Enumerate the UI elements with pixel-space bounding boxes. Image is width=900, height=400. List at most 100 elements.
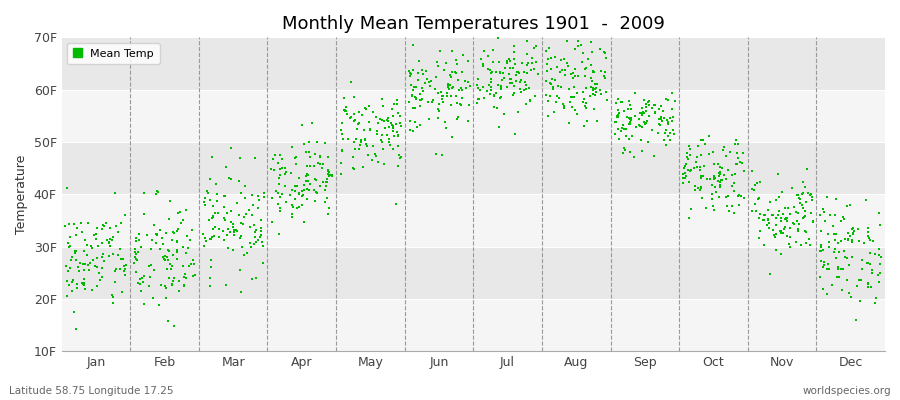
Point — [136, 279, 150, 285]
Bar — [61, 194, 885, 246]
Point — [148, 191, 163, 197]
Point — [459, 84, 473, 91]
Point — [566, 75, 580, 81]
Point — [62, 281, 77, 288]
Point — [89, 282, 104, 289]
Point — [714, 177, 728, 184]
Point — [253, 234, 267, 240]
Point — [271, 201, 285, 207]
Point — [428, 86, 442, 93]
Point — [273, 205, 287, 211]
Point — [320, 154, 335, 160]
Point — [837, 216, 851, 223]
Point — [565, 94, 580, 100]
Point — [545, 84, 560, 90]
Point — [230, 227, 244, 234]
Point — [774, 188, 788, 195]
Point — [167, 230, 182, 236]
Point — [752, 194, 766, 201]
Point — [831, 266, 845, 272]
Point — [408, 118, 422, 125]
Point — [149, 230, 164, 237]
Point — [165, 263, 179, 269]
Point — [88, 263, 103, 269]
Point — [773, 218, 788, 224]
Point — [390, 128, 404, 135]
Point — [310, 160, 325, 167]
Point — [233, 155, 248, 162]
Point — [297, 140, 311, 147]
Point — [859, 197, 873, 203]
Point — [816, 261, 831, 268]
Point — [207, 233, 221, 239]
Point — [105, 250, 120, 257]
Point — [445, 48, 459, 54]
Point — [211, 191, 225, 197]
Point — [212, 234, 226, 241]
Point — [770, 215, 784, 222]
Point — [796, 213, 811, 220]
Point — [217, 203, 231, 210]
Point — [384, 106, 399, 112]
Point — [582, 93, 597, 99]
Point — [712, 170, 726, 176]
Point — [525, 60, 539, 66]
Point — [287, 187, 302, 194]
Point — [713, 164, 727, 170]
Point — [635, 112, 650, 118]
Point — [544, 55, 558, 61]
Point — [391, 162, 405, 169]
Point — [279, 198, 293, 205]
Point — [640, 117, 654, 124]
Point — [635, 105, 650, 111]
Point — [170, 239, 184, 246]
Point — [130, 280, 145, 287]
Point — [172, 288, 186, 294]
Point — [273, 152, 287, 159]
Point — [493, 95, 508, 102]
Point — [301, 177, 315, 184]
Point — [590, 81, 605, 87]
Point — [589, 89, 603, 95]
Point — [724, 183, 739, 189]
Point — [779, 215, 794, 221]
Point — [783, 234, 797, 240]
Point — [127, 260, 141, 266]
Point — [753, 210, 768, 217]
Point — [246, 202, 260, 208]
Point — [430, 63, 445, 69]
Point — [421, 98, 436, 105]
Point — [698, 141, 712, 147]
Point — [204, 257, 219, 264]
Point — [269, 187, 284, 194]
Point — [752, 214, 767, 221]
Point — [441, 82, 455, 88]
Point — [353, 142, 367, 148]
Point — [471, 85, 485, 92]
Point — [137, 211, 151, 217]
Point — [85, 244, 99, 251]
Point — [578, 103, 592, 109]
Point — [230, 200, 244, 206]
Point — [385, 123, 400, 130]
Point — [266, 156, 280, 162]
Point — [377, 161, 392, 168]
Point — [346, 118, 361, 124]
Point — [485, 58, 500, 65]
Point — [454, 68, 469, 75]
Point — [614, 98, 628, 105]
Point — [164, 266, 178, 272]
Point — [97, 223, 112, 230]
Point — [572, 27, 587, 33]
Point — [502, 58, 517, 64]
Point — [771, 194, 786, 200]
Point — [681, 215, 696, 222]
Point — [180, 233, 194, 239]
Point — [660, 142, 674, 148]
Point — [362, 118, 376, 125]
Point — [560, 38, 574, 44]
Point — [220, 232, 234, 238]
Point — [248, 155, 262, 162]
Point — [491, 35, 505, 41]
Point — [68, 248, 82, 254]
